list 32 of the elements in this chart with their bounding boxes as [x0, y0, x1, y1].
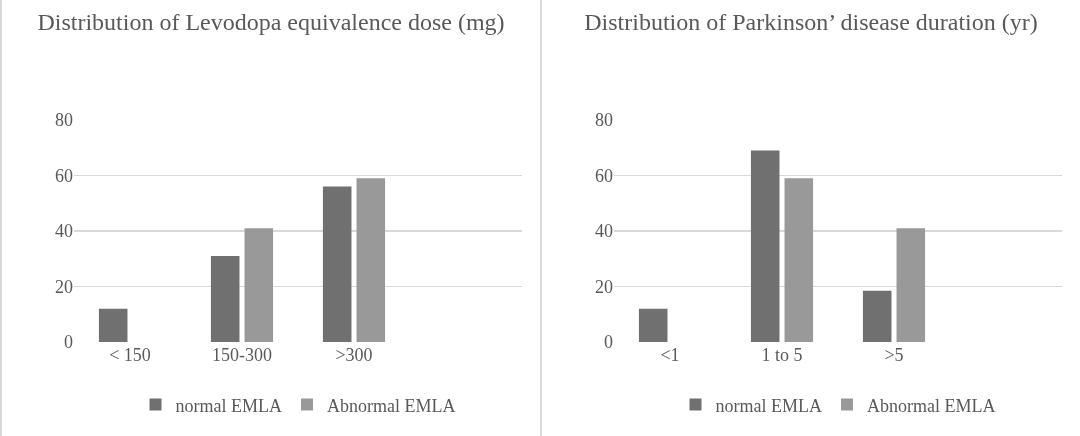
x-tick-label: <1	[660, 345, 680, 365]
chart-title: Distribution of Levodopa equivalence dose (mg)	[37, 8, 505, 35]
x-tick-label: < 150	[109, 345, 151, 365]
legend-label: normal EMLA	[175, 395, 282, 416]
bar	[210, 255, 240, 342]
y-tick-label: 80	[55, 110, 73, 131]
x-tick-label: >300	[335, 345, 373, 365]
x-tick-label: 1 to 5	[761, 345, 803, 365]
bar	[896, 228, 926, 342]
x-tick-label: 150-300	[212, 345, 272, 365]
bar	[98, 308, 128, 342]
bar	[322, 186, 352, 342]
y-tick-label: 80	[595, 110, 613, 131]
x-tick-label: >5	[884, 345, 904, 365]
chart-title: Distribution of Parkinson’ disease duration (yr)	[584, 8, 1038, 35]
bar	[750, 150, 780, 342]
y-tick-label: 60	[595, 165, 613, 186]
bar	[862, 290, 892, 342]
y-tick-label: 60	[55, 165, 73, 186]
legend-label: normal EMLA	[715, 395, 822, 416]
bar	[356, 178, 386, 342]
bar	[784, 178, 814, 342]
legend-label: Abnormal EMLA	[866, 395, 996, 416]
bar	[638, 308, 668, 342]
legend-label: Abnormal EMLA	[326, 395, 456, 416]
y-tick-label: 20	[55, 276, 73, 297]
y-tick-label: 0	[604, 332, 613, 353]
bar	[244, 228, 274, 342]
y-tick-label: 0	[64, 332, 73, 353]
y-tick-label: 20	[595, 276, 613, 297]
y-tick-label: 40	[55, 221, 73, 242]
y-tick-label: 40	[595, 221, 613, 242]
